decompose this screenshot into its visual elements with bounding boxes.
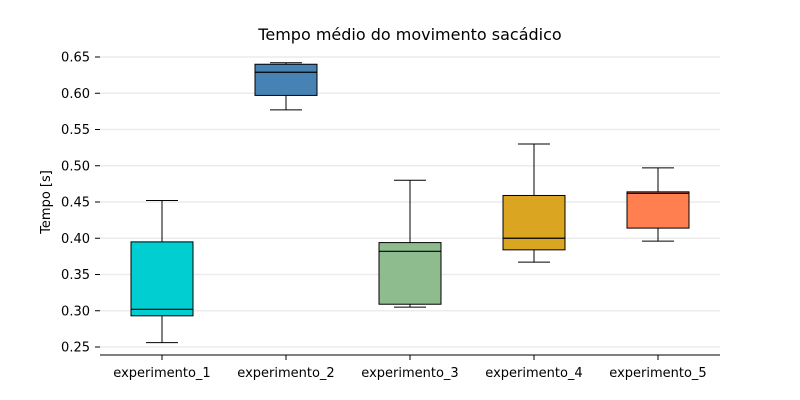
iqr-box xyxy=(626,191,690,229)
iqr-box xyxy=(502,194,566,251)
y-axis-label: Tempo [s] xyxy=(39,170,54,235)
box-experimento_3 xyxy=(378,179,442,308)
x-tick-label: experimento_3 xyxy=(361,366,458,381)
y-tick-label: 0.65 xyxy=(61,51,90,66)
x-tick-label: experimento_4 xyxy=(485,366,582,381)
iqr-box xyxy=(254,63,318,96)
x-tick-label: experimento_1 xyxy=(113,366,210,381)
box-experimento_5 xyxy=(626,167,690,242)
y-tick-label: 0.25 xyxy=(61,341,90,356)
chart-title: Tempo médio do movimento sacádico xyxy=(257,25,561,44)
y-axis-ticks: 0.25 0.30 0.35 0.40 0.45 0.50 0.55 0.60 0.65 xyxy=(61,51,100,356)
x-axis-ticks: experimento_1 experimento_2 experimento_3 e… xyxy=(113,355,707,381)
y-tick-label: 0.55 xyxy=(61,123,90,138)
box-experimento_4 xyxy=(502,143,566,263)
y-tick-label: 0.35 xyxy=(61,268,90,283)
y-tick-label: 0.50 xyxy=(61,159,90,174)
x-tick-label: experimento_2 xyxy=(237,366,334,381)
box-plot-series xyxy=(130,62,690,344)
box-experimento_2 xyxy=(254,62,318,111)
y-tick-label: 0.30 xyxy=(61,304,90,319)
y-tick-label: 0.45 xyxy=(61,196,90,211)
y-tick-label: 0.40 xyxy=(61,232,90,247)
x-tick-label: experimento_5 xyxy=(609,366,706,381)
iqr-box xyxy=(130,241,194,317)
iqr-box xyxy=(378,242,442,305)
y-tick-label: 0.60 xyxy=(61,87,90,102)
box-experimento_1 xyxy=(130,200,194,344)
